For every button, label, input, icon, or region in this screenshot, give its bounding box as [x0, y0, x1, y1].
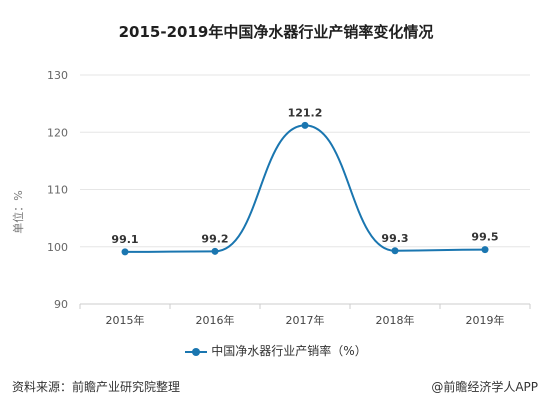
series-line — [124, 124, 486, 253]
x-tick-label: 2018年 — [376, 313, 415, 327]
data-label: 99.5 — [471, 231, 498, 244]
data-point — [121, 248, 129, 256]
y-tick-label: 90 — [54, 298, 68, 311]
data-label: 99.1 — [111, 233, 138, 246]
data-label: 99.3 — [381, 232, 408, 245]
data-point — [211, 247, 219, 255]
data-label: 121.2 — [288, 106, 323, 119]
data-point — [481, 246, 489, 254]
data-label: 99.2 — [201, 232, 228, 245]
source-note: 资料来源：前瞻产业研究院整理 — [12, 380, 181, 394]
x-tick-label: 2016年 — [196, 313, 235, 327]
chart-title: 2015-2019年中国净水器行业产销率变化情况 — [118, 23, 434, 41]
x-tick-label: 2015年 — [106, 313, 145, 327]
data-point — [301, 121, 309, 129]
credit-note: @前瞻经济学人APP — [431, 380, 538, 394]
legend: 中国净水器行业产销率（%） — [0, 342, 552, 359]
legend-label: 中国净水器行业产销率（%） — [211, 344, 367, 358]
x-tick-label: 2019年 — [466, 313, 505, 327]
y-tick-label: 110 — [47, 184, 68, 197]
y-tick-label: 120 — [47, 126, 68, 139]
data-point — [391, 247, 399, 255]
y-tick-label: 130 — [47, 69, 68, 82]
y-tick-label: 100 — [47, 241, 68, 254]
x-tick-label: 2017年 — [286, 313, 325, 327]
legend-line-marker — [185, 347, 208, 357]
